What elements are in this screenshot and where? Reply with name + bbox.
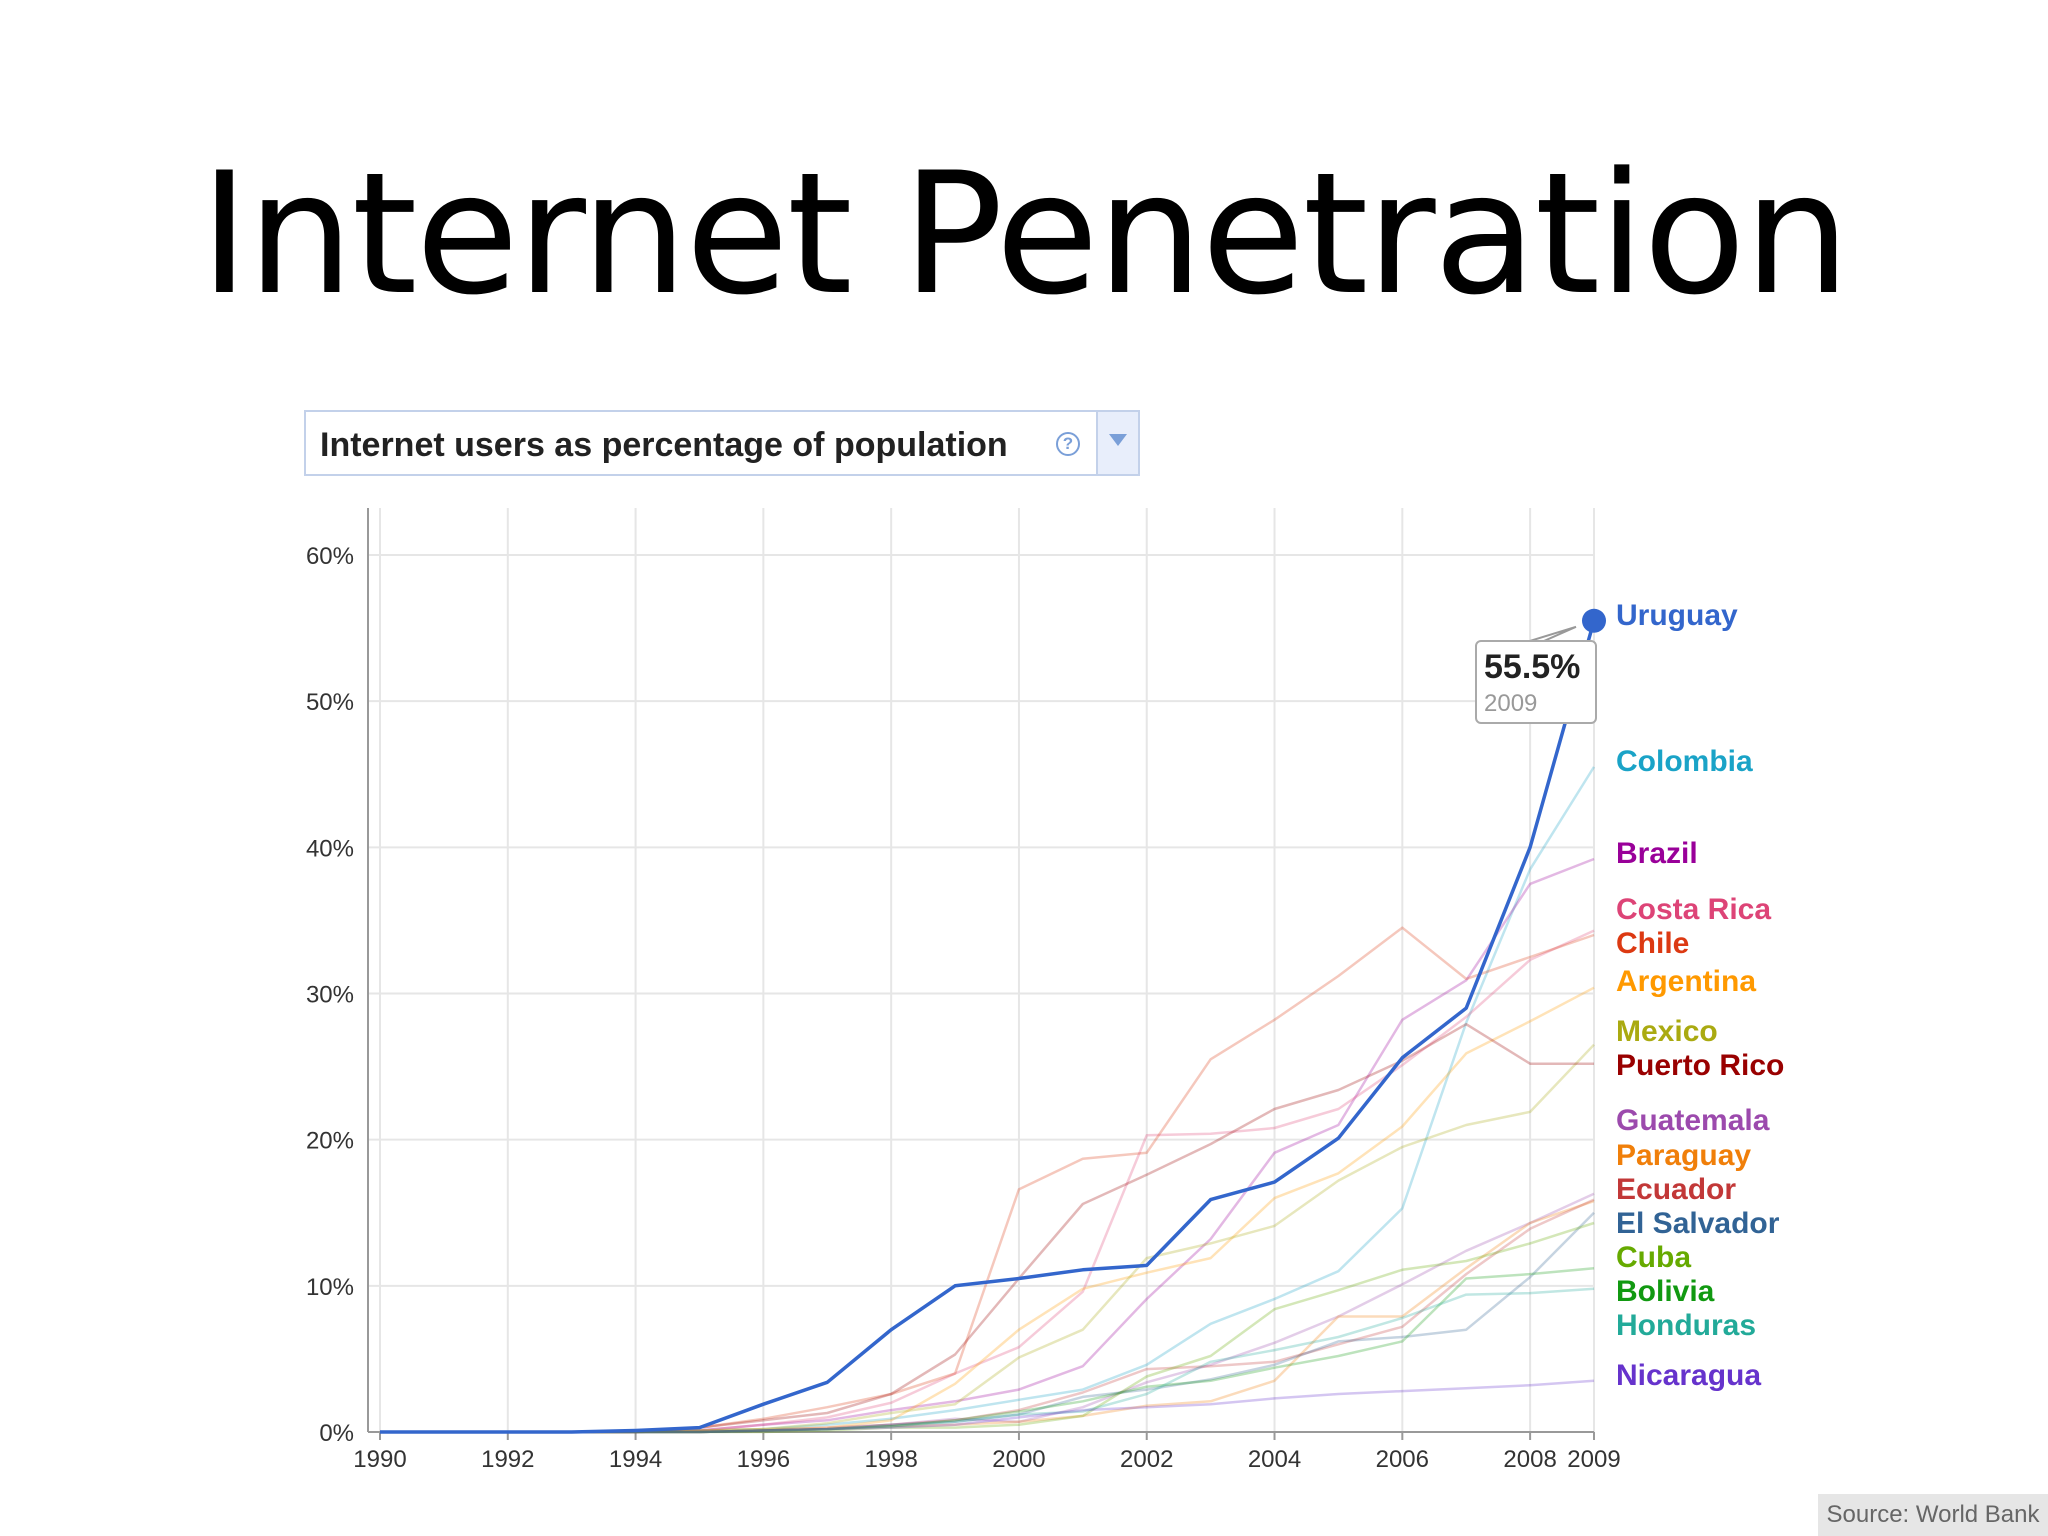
x-tick-label: 1990	[353, 1446, 406, 1473]
x-tick-label: 1992	[481, 1446, 534, 1473]
x-tick-label: 1998	[864, 1446, 917, 1473]
series-label-mexico[interactable]: Mexico	[1616, 1015, 1718, 1048]
x-tick-label: 2009	[1567, 1446, 1620, 1473]
tooltip-year: 2009	[1484, 690, 1537, 717]
x-tick-label: 2008	[1503, 1446, 1556, 1473]
tooltip-value: 55.5%	[1484, 648, 1580, 686]
series-line-cuba[interactable]	[380, 1221, 1595, 1434]
highlighted-point[interactable]	[1582, 608, 1606, 633]
y-tick-label: 50%	[306, 689, 354, 716]
y-tick-label: 10%	[306, 1274, 354, 1301]
series-label-ecuador[interactable]: Ecuador	[1616, 1173, 1736, 1206]
slide-title: Internet Penetration	[199, 136, 1851, 332]
axes: 1990 1992 1994 1996 1998 2000 2002 2004 2006 2008…	[306, 508, 1621, 1473]
series-line-mexico[interactable]	[380, 1043, 1595, 1434]
series-label-brazil[interactable]: Brazil	[1616, 837, 1698, 870]
series-line-puerto-rico[interactable]	[380, 1022, 1594, 1434]
y-tick-label: 30%	[306, 982, 354, 1009]
series-line-brazil[interactable]	[380, 857, 1595, 1434]
series-label-paraguay[interactable]: Paraguay	[1616, 1139, 1751, 1172]
metric-select-label: Internet users as percentage of populati…	[320, 426, 1008, 464]
x-tick-label: 1996	[737, 1446, 790, 1473]
metric-select[interactable]: Internet users as percentage of populati…	[304, 410, 1140, 476]
series-line-uruguay[interactable]	[380, 620, 1596, 1434]
help-icon[interactable]: ?	[1056, 432, 1080, 456]
y-tick-label: 40%	[306, 835, 354, 862]
x-tick-label: 2000	[992, 1446, 1045, 1473]
x-tick-label: 2002	[1120, 1446, 1173, 1473]
x-tick-label: 2004	[1248, 1446, 1301, 1473]
series-label-argentina[interactable]: Argentina	[1616, 965, 1756, 998]
grid	[368, 508, 1595, 1433]
series-label-bolivia[interactable]: Bolivia	[1616, 1275, 1715, 1308]
tooltip: 55.5% 2009	[1475, 608, 1606, 724]
y-tick-label: 0%	[319, 1420, 354, 1447]
series-label-colombia[interactable]: Colombia	[1616, 745, 1753, 778]
series-line-el-salvador[interactable]	[380, 1211, 1595, 1434]
series-label-nicaragua[interactable]: Nicaragua	[1616, 1359, 1761, 1392]
x-tick-label: 1994	[609, 1446, 662, 1473]
series-label-el-salvador[interactable]: El Salvador	[1616, 1207, 1780, 1240]
series-label-honduras[interactable]: Honduras	[1616, 1309, 1756, 1342]
series-lines	[380, 620, 1596, 1434]
tooltip-box	[1475, 640, 1597, 724]
series-label-chile[interactable]: Chile	[1616, 927, 1689, 960]
series-label-guatemala[interactable]: Guatemala	[1616, 1104, 1770, 1137]
series-line-bolivia[interactable]	[380, 1267, 1595, 1434]
series-label-puerto-rico[interactable]: Puerto Rico	[1616, 1049, 1784, 1082]
y-tick-label: 60%	[306, 543, 354, 570]
chevron-down-icon	[1109, 434, 1127, 446]
series-label-cuba[interactable]: Cuba	[1616, 1241, 1691, 1274]
y-tick-label: 20%	[306, 1128, 354, 1155]
x-tick-label: 2006	[1376, 1446, 1429, 1473]
source-note: Source: World Bank	[1818, 1494, 2048, 1536]
series-label-costa-rica[interactable]: Costa Rica	[1616, 893, 1771, 926]
dropdown-button[interactable]	[1096, 412, 1138, 474]
series-label-uruguay[interactable]: Uruguay	[1616, 599, 1738, 632]
